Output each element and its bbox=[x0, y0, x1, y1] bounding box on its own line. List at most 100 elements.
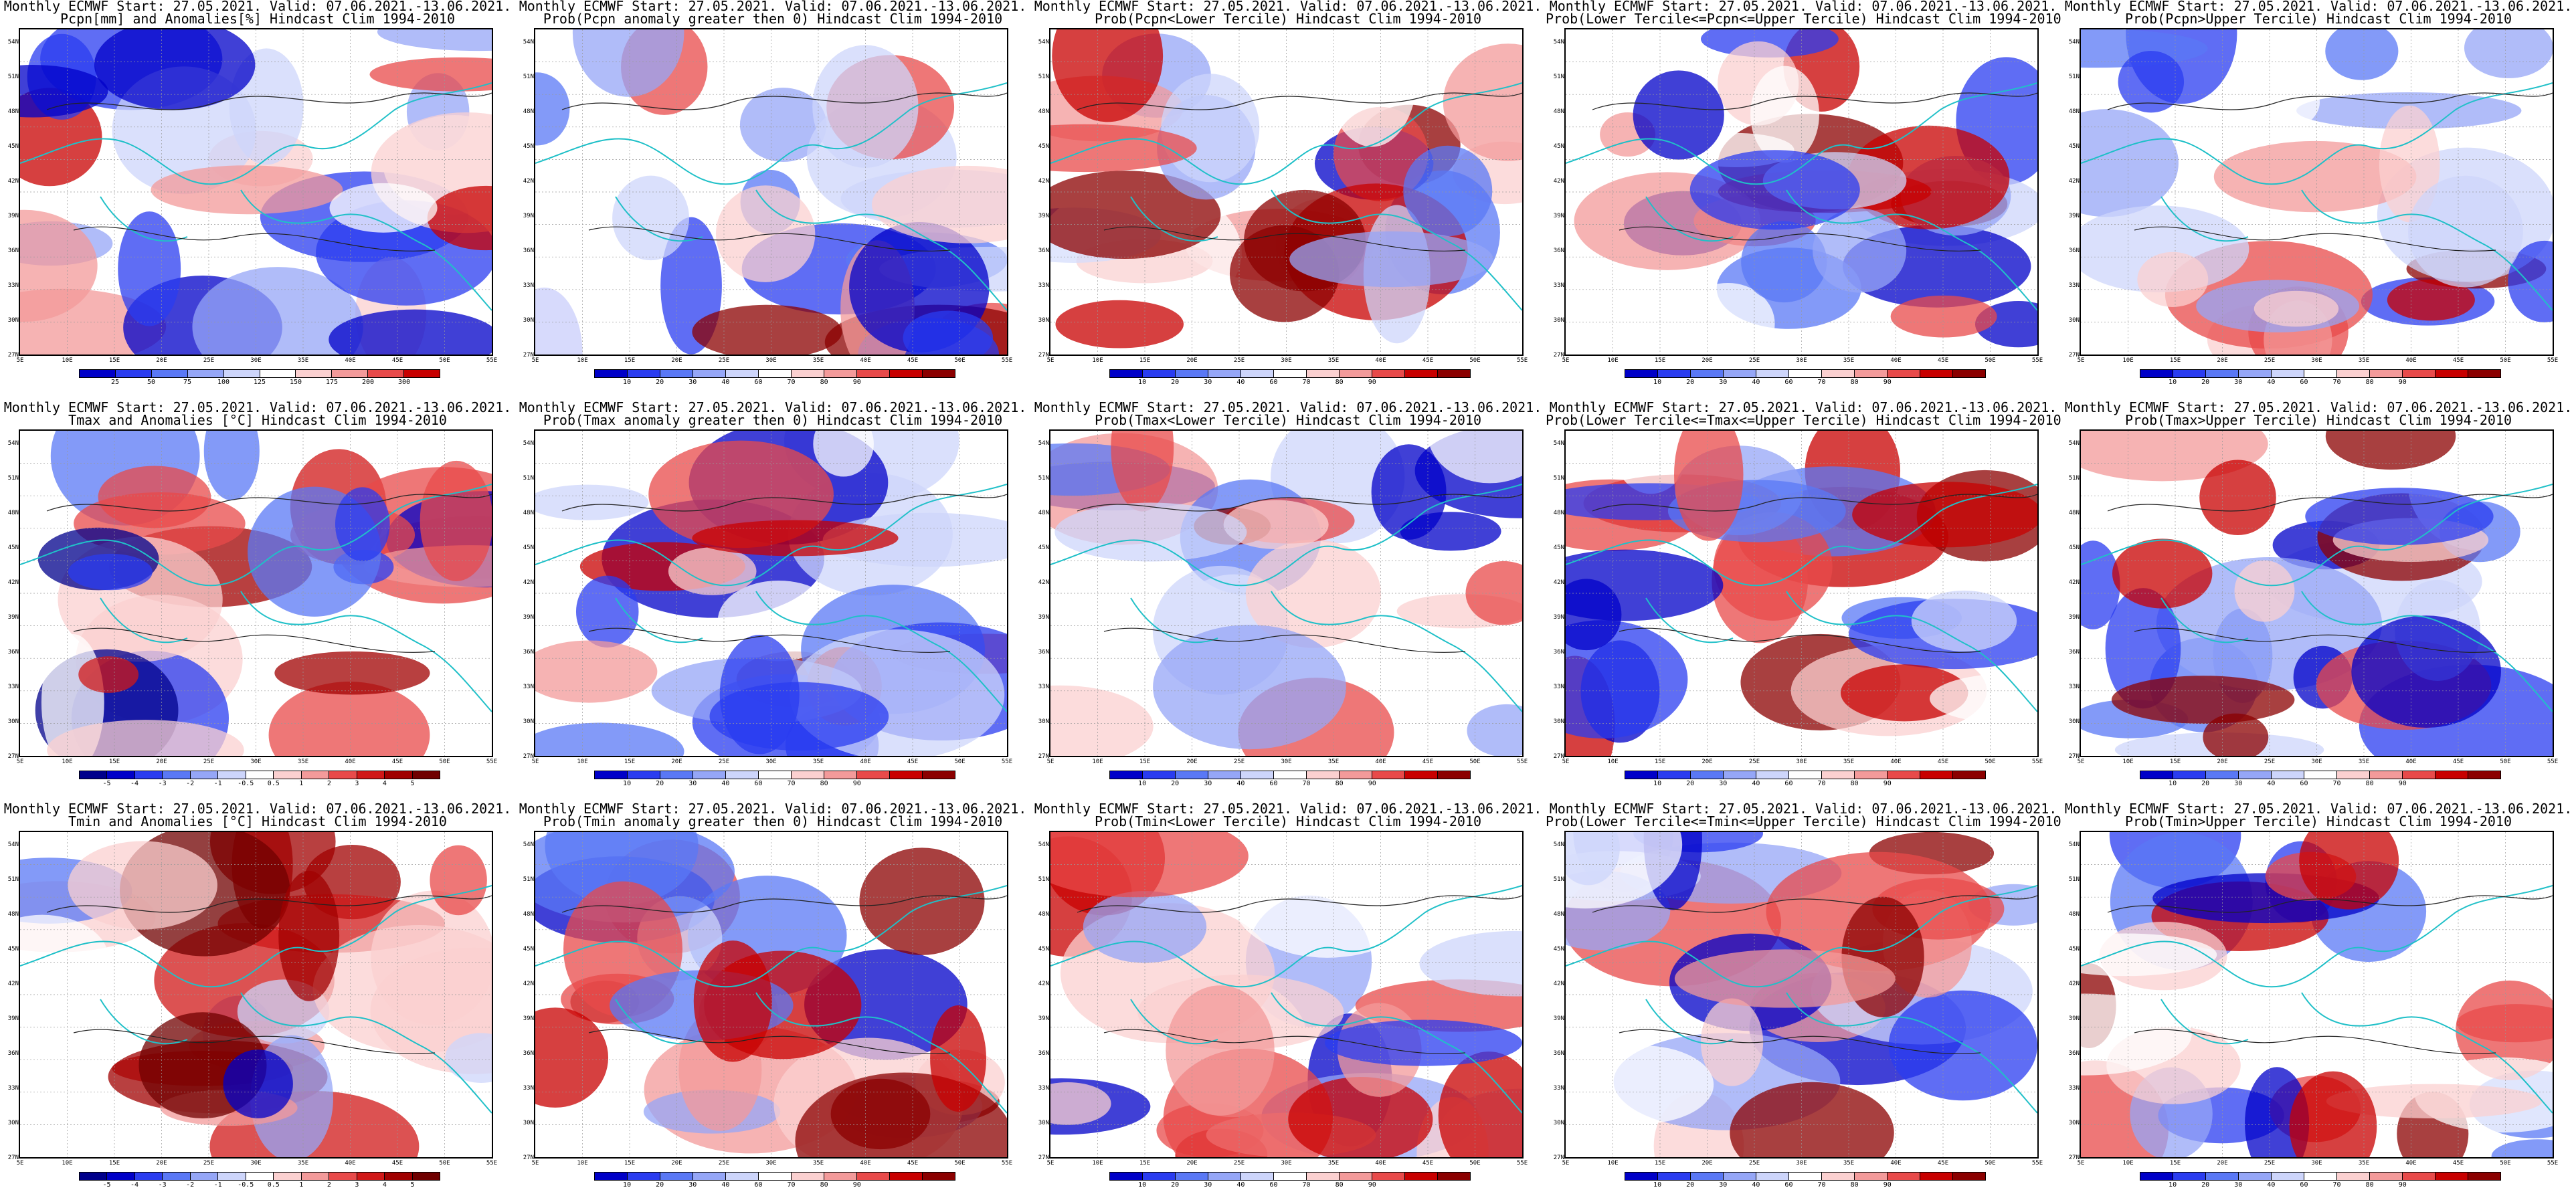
shaded-field bbox=[859, 847, 985, 955]
map-canvas bbox=[20, 431, 492, 756]
colorbar-swatch bbox=[2402, 1172, 2435, 1181]
longitude-label: 20E bbox=[1701, 357, 1713, 364]
colorbar-tick-label: 1 bbox=[299, 1181, 304, 1189]
colorbar-tick-label: 20 bbox=[656, 379, 664, 386]
colorbar-swatch bbox=[1306, 771, 1340, 779]
colorbar-swatch bbox=[1437, 1172, 1471, 1181]
latitude-label: 42N bbox=[7, 981, 19, 987]
latitude-label: 45N bbox=[1553, 946, 1564, 952]
longitude-label: 55E bbox=[486, 759, 498, 765]
shaded-field bbox=[278, 870, 340, 1001]
colorbar-swatch bbox=[1273, 1172, 1307, 1181]
colorbar-legend: 10 20 30 40 60 70 80 90 bbox=[2140, 369, 2501, 388]
colorbar-legend: 10 20 30 40 60 70 80 90 bbox=[594, 771, 955, 789]
latitude-label: 48N bbox=[1553, 108, 1564, 115]
longitude-label: 10E bbox=[1607, 357, 1619, 364]
panel-title-variable: Prob(Lower Tercile<=Tmax<=Upper Tercile)… bbox=[1546, 412, 2061, 428]
contour-line bbox=[46, 895, 492, 1054]
forecast-map bbox=[2080, 831, 2554, 1159]
latitude-label: 54N bbox=[1553, 841, 1564, 848]
colorbar-swatch bbox=[356, 1172, 385, 1181]
colorbar-swatch bbox=[259, 369, 296, 378]
colorbar bbox=[1625, 369, 1986, 378]
latitude-label: 30N bbox=[523, 718, 534, 725]
colorbar-swatch bbox=[2140, 1172, 2173, 1181]
longitude-label: 20E bbox=[1186, 357, 1198, 364]
shaded-field bbox=[1689, 150, 1860, 230]
latitude-label: 27N bbox=[2068, 753, 2080, 760]
latitude-label: 33N bbox=[2068, 1085, 2080, 1092]
colorbar-swatch bbox=[2238, 1172, 2272, 1181]
colorbar-tick-label: 20 bbox=[1171, 1181, 1180, 1189]
colorbar-swatch bbox=[329, 771, 357, 779]
shaded-field bbox=[1852, 482, 2037, 548]
colorbar-tick-label: 30 bbox=[688, 780, 697, 787]
contour-line bbox=[1592, 92, 2037, 252]
latitude-label: 51N bbox=[7, 74, 19, 80]
longitude-label: 25E bbox=[1233, 357, 1245, 364]
colorbar bbox=[1625, 1172, 1986, 1181]
colorbar-tick-label: 100 bbox=[217, 379, 230, 386]
latitude-label: 33N bbox=[2068, 282, 2080, 289]
latitude-label: 33N bbox=[1038, 1085, 1049, 1092]
shaded-field bbox=[1054, 502, 1247, 562]
shaded-field bbox=[739, 88, 827, 163]
latitude-label: 48N bbox=[2068, 510, 2080, 516]
longitude-label: 45E bbox=[1422, 357, 1434, 364]
shaded-field bbox=[1730, 1082, 1894, 1157]
shaded-field bbox=[203, 431, 260, 500]
longitude-label: 30E bbox=[1281, 759, 1292, 765]
colorbar-tick-label: 40 bbox=[1752, 1181, 1760, 1189]
colorbar-swatch bbox=[1854, 369, 1888, 378]
longitude-label: 45E bbox=[1937, 1160, 1949, 1167]
colorbar-swatch bbox=[660, 771, 693, 779]
latitude-label: 45N bbox=[2068, 544, 2080, 551]
longitude-label: 35E bbox=[812, 759, 824, 765]
coastline bbox=[2081, 82, 2553, 311]
colorbar-tick-label: 80 bbox=[1850, 1181, 1859, 1189]
colorbar-tick-label: 60 bbox=[1269, 780, 1278, 787]
forecast-panel: Monthly ECMWF Start: 27.05.2021. Valid: … bbox=[2061, 0, 2576, 401]
longitude-label: 35E bbox=[1843, 1160, 1855, 1167]
shaded-field bbox=[2407, 175, 2523, 288]
latitude-label: 48N bbox=[1038, 108, 1049, 115]
colorbar-tick-label: 80 bbox=[820, 379, 828, 386]
longitude-label: 15E bbox=[2169, 1160, 2181, 1167]
colorbar-tick-label: 70 bbox=[2332, 379, 2341, 386]
forecast-map bbox=[1564, 831, 2039, 1159]
longitude-label: 45E bbox=[391, 1160, 403, 1167]
latitude-label: 39N bbox=[2068, 614, 2080, 621]
colorbar-swatch bbox=[1404, 369, 1438, 378]
longitude-label: 45E bbox=[391, 759, 403, 765]
shaded-field bbox=[1674, 949, 1896, 1008]
shaded-field bbox=[2299, 832, 2399, 910]
colorbar-swatch bbox=[1756, 771, 1789, 779]
latitude-label: 33N bbox=[7, 1085, 19, 1092]
forecast-map bbox=[534, 429, 1008, 757]
shaded-field bbox=[2081, 993, 2192, 1076]
longitude-label: 10E bbox=[1092, 1160, 1103, 1167]
colorbar-swatch bbox=[1920, 1172, 1953, 1181]
longitude-label: 15E bbox=[2169, 759, 2181, 765]
longitude-label: 55E bbox=[486, 357, 498, 364]
colorbar-tick-label: 30 bbox=[2234, 1181, 2243, 1189]
colorbar-swatch bbox=[106, 1172, 135, 1181]
colorbar-ticks: 10 20 30 40 60 70 80 90 bbox=[594, 779, 955, 789]
colorbar-tick-label: -1 bbox=[213, 780, 222, 787]
longitude-label: 35E bbox=[2358, 357, 2370, 364]
longitude-label: 45E bbox=[1937, 357, 1949, 364]
longitude-label: 20E bbox=[156, 1160, 167, 1167]
shaded-field bbox=[420, 460, 492, 581]
shaded-field bbox=[1674, 431, 1744, 541]
shaded-field bbox=[1888, 990, 2037, 1101]
longitude-label: 10E bbox=[2122, 759, 2134, 765]
shaded-field bbox=[329, 309, 492, 355]
colorbar-swatch bbox=[1142, 1172, 1176, 1181]
longitude-label: 50E bbox=[954, 357, 965, 364]
longitude-label: 5E bbox=[1562, 759, 1570, 765]
colorbar-swatch bbox=[2435, 771, 2468, 779]
colorbar-swatch bbox=[725, 771, 759, 779]
shaded-field bbox=[2081, 205, 2249, 293]
panel-title: Monthly ECMWF Start: 27.05.2021. Valid: … bbox=[1546, 401, 2061, 427]
